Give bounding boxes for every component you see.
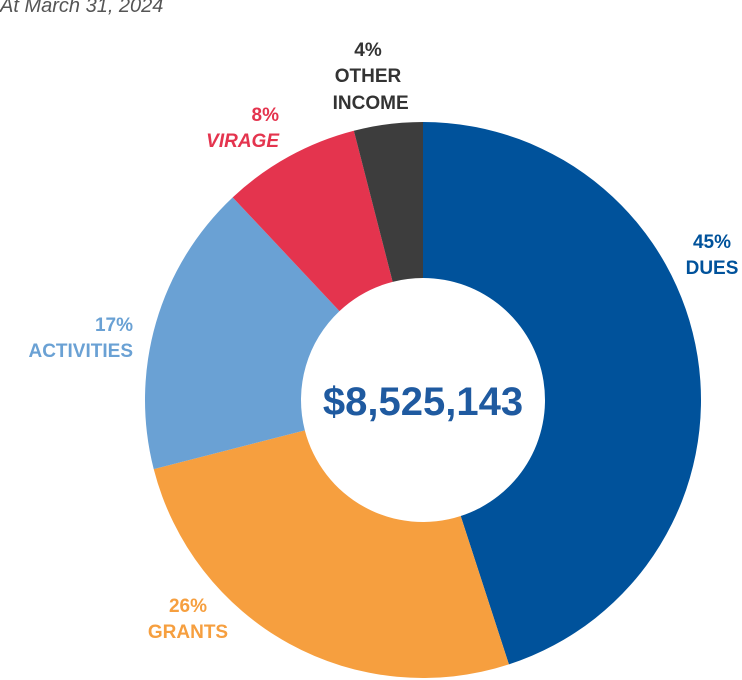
donut-segment — [232, 130, 393, 312]
center-label: $8,525,143 — [323, 380, 523, 424]
donut-segment — [153, 430, 509, 679]
donut-segment — [145, 197, 340, 470]
category-label: OTHER INCOME — [327, 66, 408, 114]
value-label: 8% — [252, 105, 280, 126]
chart-subtitle: At March 31, 2024 — [0, 0, 163, 17]
value-label: 4% — [354, 40, 382, 61]
category-label: DUES — [686, 258, 739, 279]
category-label: ACTIVITIES — [28, 341, 133, 362]
category-label: GRANTS — [148, 622, 228, 643]
value-label: 45% — [693, 232, 731, 253]
donut-segment — [353, 122, 423, 282]
value-label: 17% — [95, 315, 133, 336]
category-label: VIRAGE — [206, 131, 280, 152]
donut-segment — [423, 122, 702, 665]
value-label: 26% — [169, 596, 207, 617]
